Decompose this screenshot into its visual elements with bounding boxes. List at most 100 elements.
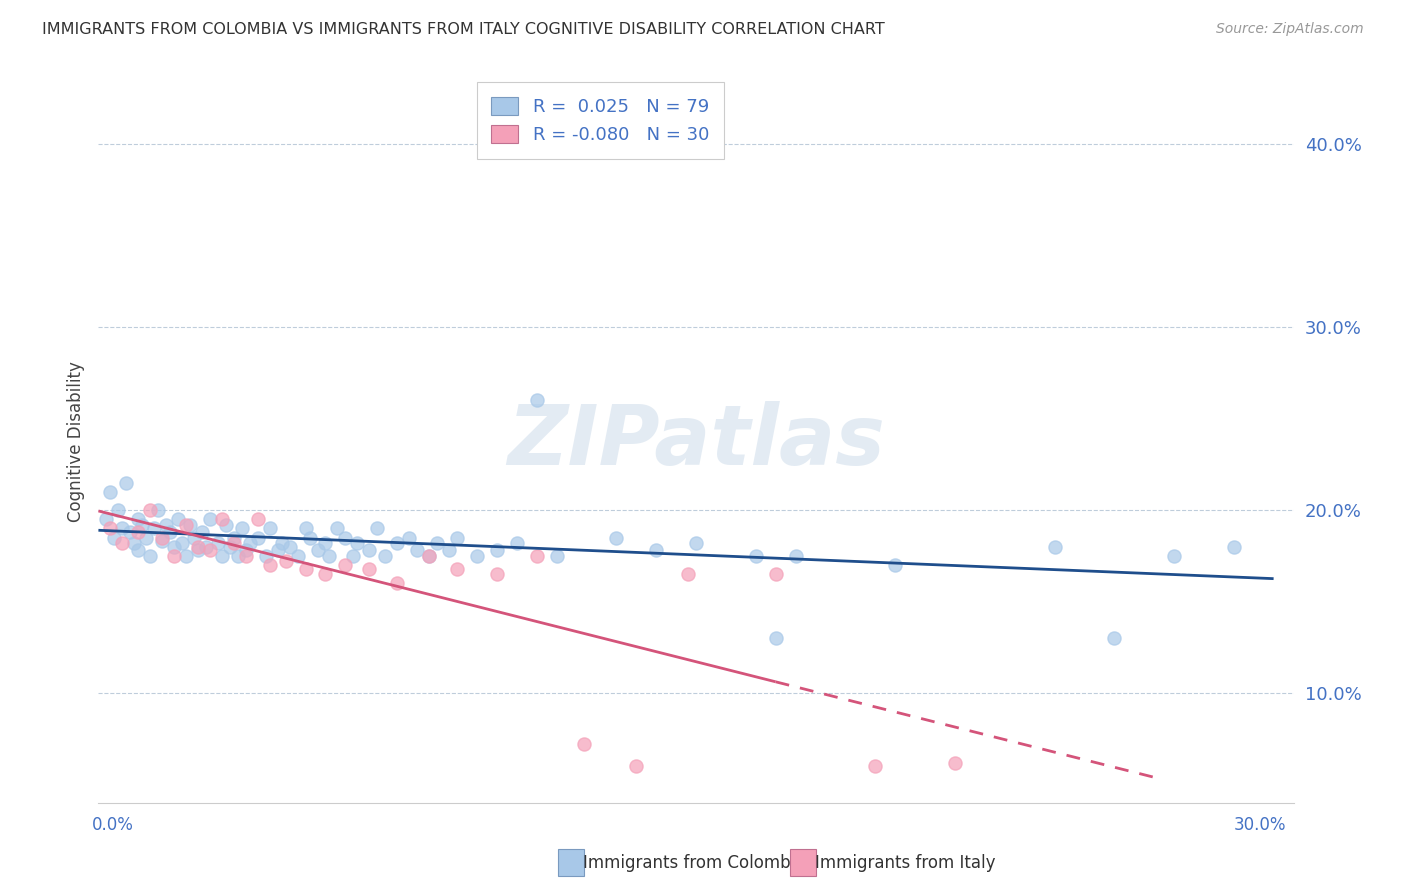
Point: [226, 549, 249, 563]
Point: [526, 393, 548, 408]
Point: [1223, 540, 1246, 554]
Point: [294, 521, 316, 535]
Point: [167, 512, 190, 526]
Point: [526, 549, 548, 563]
Point: [127, 525, 149, 540]
Point: [385, 536, 409, 550]
Point: [446, 562, 468, 576]
Point: [235, 543, 257, 558]
Point: [187, 540, 209, 554]
Point: [231, 521, 253, 535]
Y-axis label: Cognitive Disability: Cognitive Disability: [66, 361, 84, 522]
Point: [259, 558, 281, 572]
Point: [143, 521, 166, 535]
Point: [1104, 631, 1126, 645]
Point: [546, 549, 568, 563]
Point: [124, 536, 146, 550]
Point: [98, 521, 122, 535]
Point: [120, 525, 142, 540]
Point: [765, 631, 787, 645]
Point: [342, 549, 364, 563]
Point: [235, 549, 257, 563]
Point: [246, 531, 269, 545]
Text: ZIPatlas: ZIPatlas: [508, 401, 884, 482]
Point: [127, 543, 149, 558]
Point: [359, 543, 381, 558]
Point: [398, 531, 420, 545]
Point: [127, 512, 149, 526]
Point: [163, 540, 186, 554]
Point: [183, 531, 205, 545]
Point: [211, 549, 233, 563]
Point: [446, 531, 468, 545]
Point: [267, 543, 290, 558]
Point: [884, 558, 907, 572]
Text: Immigrants from Colombia: Immigrants from Colombia: [583, 854, 806, 871]
Point: [195, 540, 218, 554]
Point: [222, 536, 245, 550]
Point: [437, 543, 460, 558]
Point: [111, 536, 134, 550]
Point: [135, 531, 157, 545]
Point: [207, 536, 229, 550]
Point: [246, 512, 269, 526]
Text: IMMIGRANTS FROM COLOMBIA VS IMMIGRANTS FROM ITALY COGNITIVE DISABILITY CORRELATI: IMMIGRANTS FROM COLOMBIA VS IMMIGRANTS F…: [42, 22, 884, 37]
Point: [676, 567, 699, 582]
Point: [605, 531, 627, 545]
Point: [150, 534, 173, 549]
Point: [211, 512, 233, 526]
Point: [359, 562, 381, 576]
Point: [765, 567, 787, 582]
Point: [574, 737, 596, 751]
Text: Source: ZipAtlas.com: Source: ZipAtlas.com: [1216, 22, 1364, 37]
Point: [131, 517, 153, 532]
Point: [172, 536, 194, 550]
Point: [366, 521, 388, 535]
Point: [485, 543, 508, 558]
Point: [254, 549, 277, 563]
Point: [163, 549, 186, 563]
Point: [187, 543, 209, 558]
Point: [278, 540, 301, 554]
Point: [191, 525, 214, 540]
Point: [96, 512, 118, 526]
Point: [298, 531, 321, 545]
Point: [485, 567, 508, 582]
Point: [943, 756, 966, 770]
Point: [215, 517, 238, 532]
Point: [315, 536, 337, 550]
Point: [418, 549, 440, 563]
Point: [198, 512, 221, 526]
Point: [315, 567, 337, 582]
Point: [274, 554, 297, 568]
Point: [1043, 540, 1066, 554]
Point: [155, 517, 177, 532]
Point: [294, 562, 316, 576]
Point: [645, 543, 668, 558]
Point: [179, 517, 201, 532]
Point: [346, 536, 368, 550]
Point: [159, 525, 181, 540]
Point: [374, 549, 396, 563]
Point: [506, 536, 529, 550]
Point: [335, 558, 357, 572]
Point: [139, 503, 162, 517]
Point: [326, 521, 349, 535]
Point: [685, 536, 707, 550]
Point: [418, 549, 440, 563]
Point: [174, 517, 197, 532]
Point: [318, 549, 340, 563]
Point: [785, 549, 807, 563]
Point: [745, 549, 768, 563]
Point: [115, 475, 138, 490]
Point: [111, 521, 134, 535]
Point: [626, 759, 648, 773]
Text: Immigrants from Italy: Immigrants from Italy: [815, 854, 995, 871]
Point: [219, 540, 242, 554]
Point: [174, 549, 197, 563]
Point: [465, 549, 488, 563]
Text: 30.0%: 30.0%: [1234, 816, 1286, 834]
Point: [222, 531, 245, 545]
Point: [865, 759, 887, 773]
Point: [307, 543, 329, 558]
